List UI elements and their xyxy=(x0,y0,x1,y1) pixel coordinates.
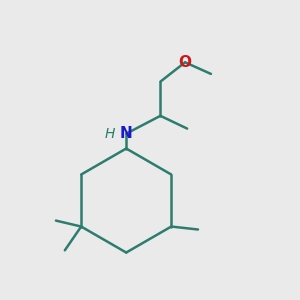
Text: O: O xyxy=(178,55,192,70)
Text: N: N xyxy=(120,126,133,141)
Text: H: H xyxy=(105,127,115,141)
